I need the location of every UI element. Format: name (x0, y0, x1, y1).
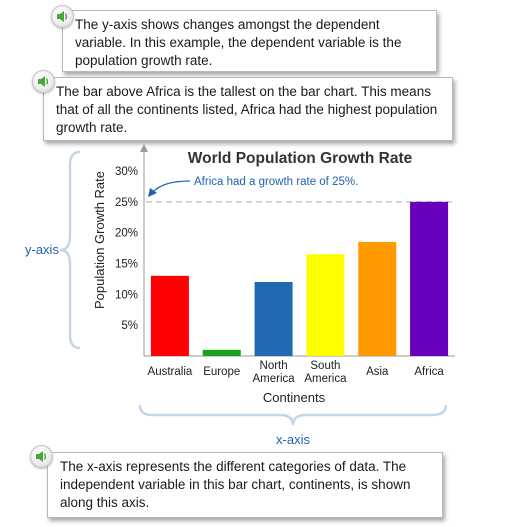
annotation-arrowhead (148, 188, 157, 197)
x-tick-label: America (252, 373, 295, 385)
speaker-icon[interactable] (32, 70, 55, 93)
speaker-icon[interactable] (30, 445, 53, 468)
y-tick-label: 15% (115, 259, 138, 271)
x-tick-label: Australia (148, 366, 193, 378)
x-tick-label: Asia (366, 366, 389, 378)
x-axis-brace (138, 404, 448, 426)
callout-y-axis: The y-axis shows changes amongst the dep… (62, 10, 437, 72)
callout-text: The y-axis shows changes amongst the dep… (75, 17, 402, 68)
x-axis-brace-label: x-axis (276, 432, 310, 447)
bar-africa (410, 201, 449, 356)
x-tick-label: South (310, 360, 340, 372)
callout-text: The bar above Africa is the tallest on t… (56, 84, 438, 135)
y-tick-label: 5% (121, 320, 138, 332)
chart-title: World Population Growth Rate (188, 150, 413, 167)
bar-chart: y-axis x-axis 5% 10% 15% 20% 25% 30% Australi… (25, 144, 455, 447)
x-tick-label: Africa (414, 366, 444, 378)
bar-europe (202, 349, 241, 356)
y-axis-brace (59, 150, 81, 350)
speaker-icon[interactable] (51, 5, 74, 28)
y-tick-label: 20% (115, 228, 138, 240)
callout-africa: The bar above Africa is the tallest on t… (43, 77, 453, 141)
bar-australia (150, 275, 189, 356)
y-tick-label: 10% (115, 289, 138, 301)
annotation-arrow (151, 180, 191, 194)
callout-x-axis: The x-axis represents the different cate… (47, 452, 443, 518)
y-axis-label: Population Growth Rate (92, 171, 107, 309)
callout-text: The x-axis represents the different cate… (60, 459, 411, 510)
x-tick-label: America (304, 373, 347, 385)
y-tick-label: 25% (115, 197, 138, 209)
bar-asia (358, 241, 397, 356)
bar-north (254, 282, 293, 356)
y-axis-arrow (140, 144, 148, 152)
x-axis-label: Continents (263, 390, 326, 405)
y-axis-brace-label: y-axis (25, 242, 59, 257)
x-tick-label: North (260, 360, 288, 372)
bar-south (306, 254, 345, 356)
x-tick-label: Europe (203, 366, 240, 378)
annotation-text: Africa had a growth rate of 25%. (194, 176, 358, 188)
y-tick-label: 30% (115, 166, 138, 178)
